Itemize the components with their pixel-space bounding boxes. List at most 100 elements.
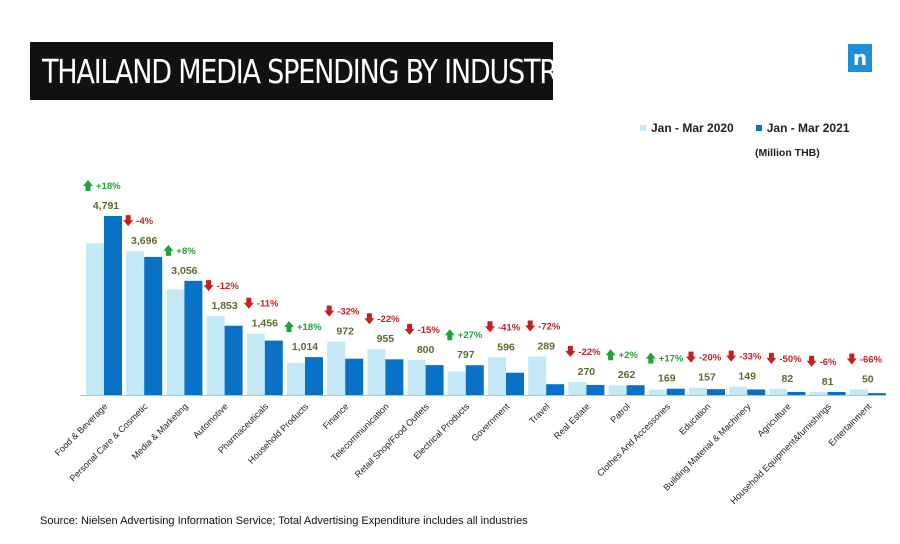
category-label: Patrol bbox=[608, 401, 632, 425]
title-banner: THAILAND MEDIA SPENDING BY INDUSTRY bbox=[30, 42, 572, 100]
value-label: 50 bbox=[862, 374, 874, 386]
change-label: -20% bbox=[699, 353, 722, 364]
value-label: 955 bbox=[377, 333, 395, 345]
change-label: -4% bbox=[136, 216, 153, 227]
value-label: 82 bbox=[782, 373, 794, 385]
up-arrow-icon bbox=[645, 352, 656, 364]
category-label: Real Estate bbox=[552, 401, 592, 441]
change-label: -15% bbox=[418, 325, 441, 336]
bar-2021 bbox=[546, 384, 565, 395]
bar-2021 bbox=[144, 256, 163, 395]
bar-2021 bbox=[586, 384, 605, 395]
category-label: Building Material & Machinery bbox=[661, 401, 753, 493]
bar-2020 bbox=[648, 389, 667, 395]
down-arrow-icon bbox=[686, 351, 696, 363]
down-arrow-icon bbox=[846, 353, 857, 365]
down-arrow-icon bbox=[726, 350, 737, 362]
category-label: Retail Shop/Food Outlets bbox=[353, 401, 432, 480]
bar-2021 bbox=[305, 357, 323, 395]
bar-2020 bbox=[849, 389, 868, 395]
unit-note: (Million THB) bbox=[755, 147, 820, 159]
bar-2020 bbox=[126, 251, 145, 395]
bar-2020 bbox=[407, 359, 426, 395]
bar-2021 bbox=[506, 372, 524, 395]
value-label: 3,056 bbox=[171, 265, 197, 277]
nielsen-logo: n bbox=[848, 44, 872, 72]
change-label: -6% bbox=[820, 357, 837, 368]
bar-2021 bbox=[747, 389, 766, 395]
bar-2021 bbox=[626, 385, 645, 395]
bar-2021 bbox=[104, 216, 122, 395]
down-arrow-icon bbox=[203, 280, 214, 292]
down-arrow-icon bbox=[123, 215, 134, 227]
value-label: 797 bbox=[457, 349, 475, 361]
change-label: -72% bbox=[538, 321, 561, 332]
bar-2021 bbox=[666, 388, 685, 395]
bar-2021 bbox=[827, 391, 846, 395]
value-label: 270 bbox=[578, 366, 596, 378]
change-label: -32% bbox=[337, 307, 360, 318]
category-label: Finance bbox=[321, 401, 351, 431]
down-arrow-icon bbox=[243, 297, 254, 309]
legend-label-2020: Jan - Mar 2020 bbox=[651, 121, 734, 135]
up-arrow-icon bbox=[163, 244, 174, 256]
change-label: -41% bbox=[498, 322, 521, 333]
change-label: -66% bbox=[860, 355, 883, 366]
chart-legend: Jan - Mar 2020 Jan - Mar 2021 bbox=[640, 121, 849, 135]
bar-2021 bbox=[345, 358, 364, 395]
bar-2020 bbox=[568, 382, 587, 395]
value-label: 972 bbox=[336, 326, 354, 338]
down-arrow-icon bbox=[404, 323, 415, 335]
down-arrow-icon bbox=[364, 313, 375, 325]
value-label: 1,014 bbox=[292, 341, 318, 353]
down-arrow-icon bbox=[485, 321, 495, 333]
category-label: Education bbox=[677, 401, 712, 436]
legend-swatch-2021 bbox=[755, 125, 762, 131]
bar-2020 bbox=[809, 391, 828, 395]
category-label: Government bbox=[469, 401, 511, 443]
value-label: 4,791 bbox=[93, 200, 119, 212]
bar-2021 bbox=[867, 393, 886, 395]
change-label: +17% bbox=[659, 354, 684, 365]
down-arrow-icon bbox=[565, 346, 576, 358]
change-label: -50% bbox=[779, 354, 802, 365]
bar-2020 bbox=[689, 387, 707, 395]
value-label: 1,456 bbox=[252, 318, 278, 330]
legend-swatch-2020 bbox=[640, 125, 646, 131]
change-label: -22% bbox=[578, 347, 601, 358]
down-arrow-icon bbox=[766, 352, 777, 364]
down-arrow-icon bbox=[324, 305, 335, 317]
bar-2020 bbox=[769, 388, 788, 395]
bar-2021 bbox=[184, 280, 203, 395]
bar-2021 bbox=[465, 365, 484, 395]
bar-2020 bbox=[206, 316, 225, 395]
legend-label-2021: Jan - Mar 2021 bbox=[766, 121, 850, 135]
bar-2020 bbox=[86, 243, 104, 395]
change-label: +18% bbox=[96, 181, 121, 192]
value-label: 262 bbox=[618, 369, 636, 381]
up-arrow-icon bbox=[83, 180, 93, 191]
change-label: +27% bbox=[458, 330, 483, 341]
bar-2020 bbox=[608, 385, 627, 395]
value-label: 1,853 bbox=[211, 300, 237, 312]
bar-2020 bbox=[729, 386, 748, 395]
value-label: 169 bbox=[658, 373, 676, 385]
category-label: Travel bbox=[527, 401, 552, 426]
legend-item-2020: Jan - Mar 2020 bbox=[640, 121, 734, 135]
value-label: 81 bbox=[822, 376, 834, 388]
category-label: Personal Care & Cosmetic bbox=[68, 401, 150, 483]
value-label: 289 bbox=[537, 340, 555, 352]
value-label: 149 bbox=[738, 371, 756, 383]
bar-2021 bbox=[707, 389, 725, 395]
bar-2021 bbox=[787, 391, 806, 395]
up-arrow-icon bbox=[444, 329, 455, 341]
source-note: Source: Nielsen Advertising Information … bbox=[40, 515, 528, 527]
page-title: THAILAND MEDIA SPENDING BY INDUSTRY bbox=[42, 51, 572, 91]
bar-2020 bbox=[327, 341, 346, 395]
bar-2020 bbox=[166, 289, 185, 395]
category-label: Entertainment bbox=[827, 401, 874, 448]
bar-2021 bbox=[425, 365, 444, 395]
down-arrow-icon bbox=[806, 355, 817, 367]
bar-2020 bbox=[287, 362, 305, 395]
bar-2021 bbox=[385, 359, 404, 395]
